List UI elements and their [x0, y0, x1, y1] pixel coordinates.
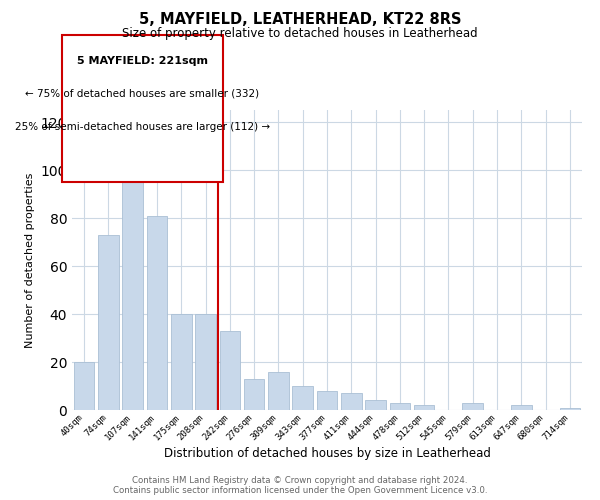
Text: 25% of semi-detached houses are larger (112) →: 25% of semi-detached houses are larger (… [15, 122, 270, 132]
Bar [414, 405, 434, 410]
Bar [365, 400, 386, 410]
Bar [171, 314, 191, 410]
Bar [511, 405, 532, 410]
Text: Contains HM Land Registry data © Crown copyright and database right 2024.
Contai: Contains HM Land Registry data © Crown c… [113, 476, 487, 495]
Text: ← 75% of detached houses are smaller (332): ← 75% of detached houses are smaller (33… [25, 89, 259, 99]
Bar [244, 379, 265, 410]
Text: Distribution of detached houses by size in Leatherhead: Distribution of detached houses by size … [164, 448, 490, 460]
Bar [292, 386, 313, 410]
Text: 5 MAYFIELD: 221sqm: 5 MAYFIELD: 221sqm [77, 56, 208, 66]
Bar [268, 372, 289, 410]
Bar [463, 403, 483, 410]
Text: Size of property relative to detached houses in Leatherhead: Size of property relative to detached ho… [122, 28, 478, 40]
Bar [560, 408, 580, 410]
Bar [389, 403, 410, 410]
Bar [317, 391, 337, 410]
FancyBboxPatch shape [62, 35, 223, 182]
Y-axis label: Number of detached properties: Number of detached properties [25, 172, 35, 348]
Bar [146, 216, 167, 410]
Text: 5, MAYFIELD, LEATHERHEAD, KT22 8RS: 5, MAYFIELD, LEATHERHEAD, KT22 8RS [139, 12, 461, 28]
Bar [98, 235, 119, 410]
Bar [220, 331, 240, 410]
Bar [74, 362, 94, 410]
Bar [195, 314, 216, 410]
Bar [122, 168, 143, 410]
Bar [341, 393, 362, 410]
